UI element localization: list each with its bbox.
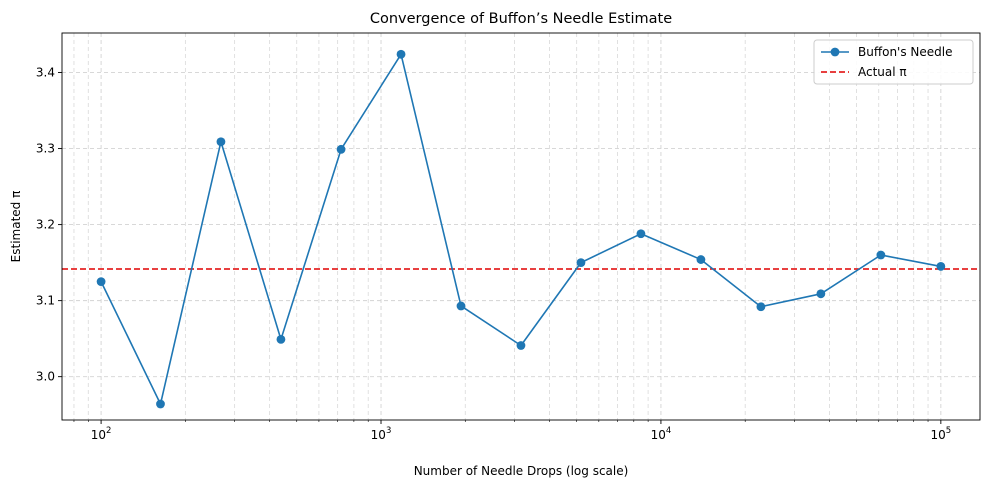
y-axis-ticks: 3.0 3.1 3.2 3.3 3.4 [36,66,62,384]
needle-data-point [576,258,586,268]
legend-label-actual: Actual π [858,65,907,79]
series-layer [96,49,946,409]
needle-data-point [336,144,346,154]
needle-data-point [816,289,826,299]
needle-data-point [96,277,106,287]
y-tick-label: 3.0 [36,370,55,384]
needle-data-point [636,229,646,239]
y-tick-label: 3.1 [36,294,55,308]
needle-data-point [876,250,886,260]
needle-data-point [696,255,706,264]
needle-data-point [276,335,286,344]
legend-label-needle: Buffon's Needle [858,45,953,59]
needle-data-point [156,399,165,409]
needle-data-point [516,341,526,350]
needle-data-point [456,301,466,311]
needle-data-point [396,49,406,59]
x-tick-label: 102 [91,426,112,442]
needle-data-point [936,262,946,271]
x-axis-ticks: 102 103 104 105 [73,420,951,442]
needle-data-point [756,302,766,312]
y-tick-label: 3.2 [36,218,55,232]
legend: Buffon's Needle Actual π [813,39,974,85]
legend-box [813,39,974,85]
x-tick-label: 104 [651,426,672,442]
legend-marker-needle [830,47,840,57]
minor-gridlines [73,33,929,420]
y-axis-label: Estimated π [9,191,23,263]
x-tick-label: 105 [930,426,951,442]
x-axis-label: Number of Needle Drops (log scale) [414,464,629,478]
x-tick-label: 103 [371,426,392,442]
y-tick-label: 3.4 [36,66,55,80]
needle-data-point [216,137,226,147]
plot-frame [61,32,981,421]
y-tick-label: 3.3 [36,142,55,156]
chart-title: Convergence of Buffon’s Needle Estimate [370,11,672,27]
